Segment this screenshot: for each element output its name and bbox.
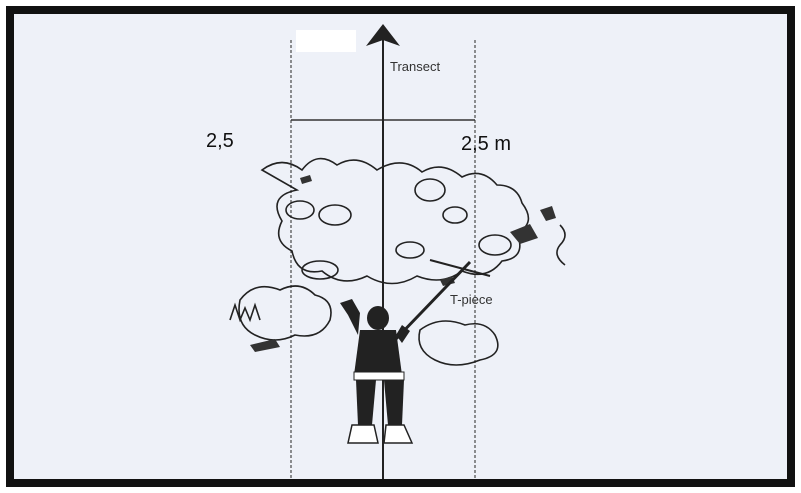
right-width-label: 2,5 m [461, 133, 511, 155]
page: {"diagram": {"labels": {"transect": "Tra… [0, 0, 801, 493]
blank-patch [296, 30, 356, 52]
left-width-label: 2,5 [206, 130, 234, 152]
t-piece-label: T-piece [450, 292, 493, 307]
transect-diagram: Transect 2,5 2,5 m T-piece [0, 0, 801, 493]
transect-label: Transect [390, 59, 440, 74]
